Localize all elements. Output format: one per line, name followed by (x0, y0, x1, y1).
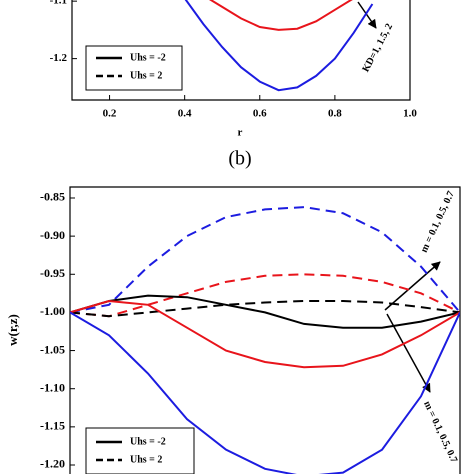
arrow (357, 1, 377, 29)
line (209, 0, 353, 31)
line (70, 299, 460, 369)
y-tick-label: -0.95 (40, 266, 65, 280)
x-tick-label: 1.0 (403, 108, 417, 120)
arrow (386, 313, 431, 393)
legend-label: Uhs = 2 (130, 70, 162, 81)
arrow (384, 261, 441, 311)
top-frame (71, 0, 411, 101)
legend-box (85, 427, 195, 474)
line (70, 300, 460, 318)
y-tick-label: -0.90 (40, 228, 65, 242)
y-axis-label: w(r,z) (5, 314, 20, 346)
line (70, 294, 460, 329)
legend-box (85, 45, 183, 91)
x-tick-label: 0.4 (178, 108, 192, 120)
line (184, 0, 374, 92)
panel-label: (b) (228, 148, 251, 170)
annotation: m = 0.1, 0.5, 0.7 (419, 189, 457, 254)
y-tick-label: -1.05 (40, 342, 65, 356)
annotation: m = 0.1, 0.5, 0.7 (421, 399, 459, 464)
x-tick-label: 0.8 (328, 108, 342, 120)
legend-label: Uhs = 2 (130, 454, 162, 465)
bottom-frame (69, 186, 461, 474)
y-tick-label: -1.10 (40, 380, 65, 394)
plot-area (70, 206, 460, 474)
line (70, 311, 460, 474)
legend-label: Uhs = -2 (130, 436, 166, 447)
x-tick-label: 0.2 (103, 108, 117, 120)
y-tick-label: -1.20 (40, 457, 65, 471)
x-axis-label: r (238, 127, 243, 139)
x-tick-label: 0.6 (253, 108, 267, 120)
legend-label: Uhs = -2 (130, 52, 166, 63)
line (70, 273, 460, 318)
y-tick-label: -1.00 (40, 304, 65, 318)
y-tick-label: -1.2 (50, 52, 68, 64)
y-tick-label: -1.15 (40, 419, 65, 433)
y-tick-label: -1.1 (50, 0, 67, 7)
annotation: KD=1, 1.5, 2 (360, 22, 395, 74)
line (70, 206, 460, 314)
y-tick-label: -0.85 (40, 190, 65, 204)
plot-area (184, 0, 374, 92)
